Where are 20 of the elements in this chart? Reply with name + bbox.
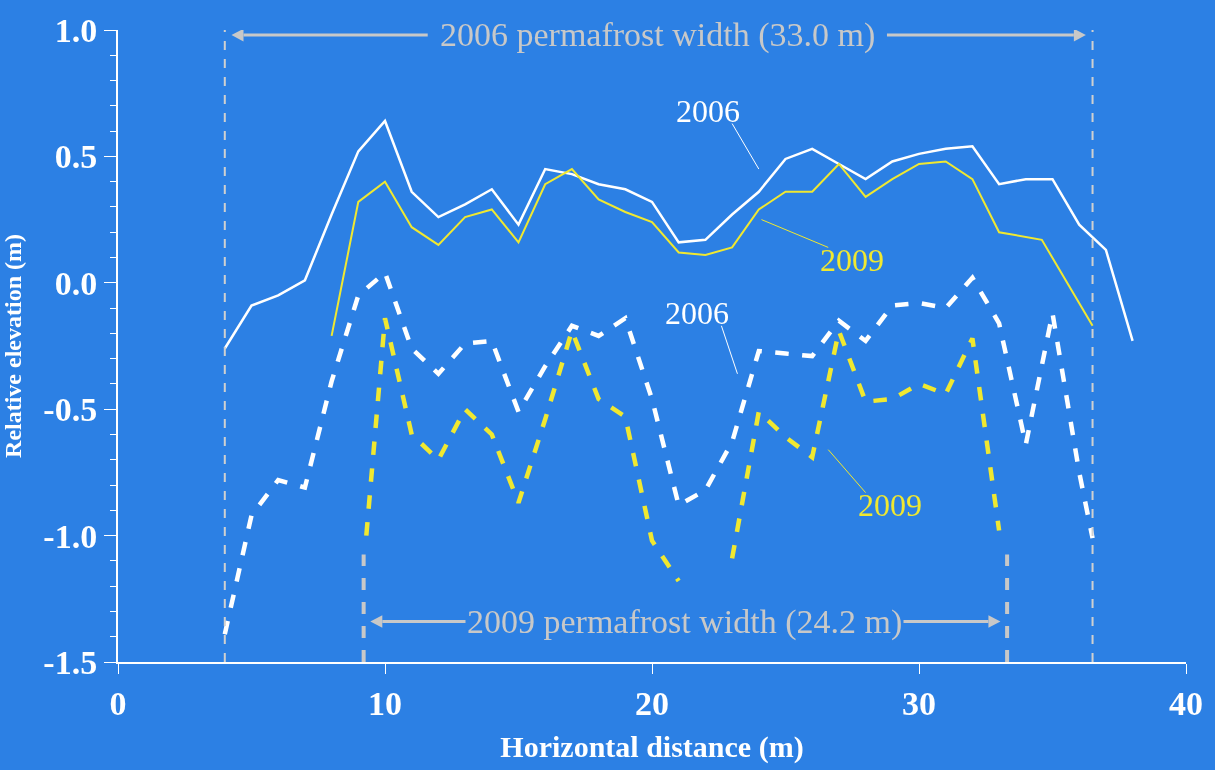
- annotation: 2006: [665, 295, 729, 331]
- annotation: 2006: [676, 93, 740, 129]
- x-tick-label: 10: [368, 684, 402, 722]
- annotation: 2006 permafrost width (33.0 m): [440, 16, 876, 54]
- y-tick-label: -0.5: [43, 391, 98, 429]
- annotation: 2009: [820, 242, 884, 278]
- annotation: 2009: [858, 487, 922, 523]
- line-series: [330, 160, 1094, 337]
- x-tick-label: 20: [635, 684, 669, 722]
- y-tick-label: -1.0: [43, 517, 98, 555]
- y-tick-label: -1.5: [43, 643, 98, 681]
- x-axis-title: Horizontal distance (m): [500, 729, 804, 764]
- annotation: 2009 permafrost width (24.2 m): [467, 603, 903, 641]
- y-tick-label: 0.0: [54, 264, 98, 302]
- y-tick-label: 0.5: [54, 138, 98, 176]
- x-tick-label: 30: [902, 684, 936, 722]
- x-tick-label: 40: [1169, 684, 1203, 722]
- y-tick-label: 1.0: [54, 11, 98, 49]
- x-tick-label: 0: [109, 684, 127, 722]
- y-axis-title: Relative elevation (m): [0, 234, 26, 458]
